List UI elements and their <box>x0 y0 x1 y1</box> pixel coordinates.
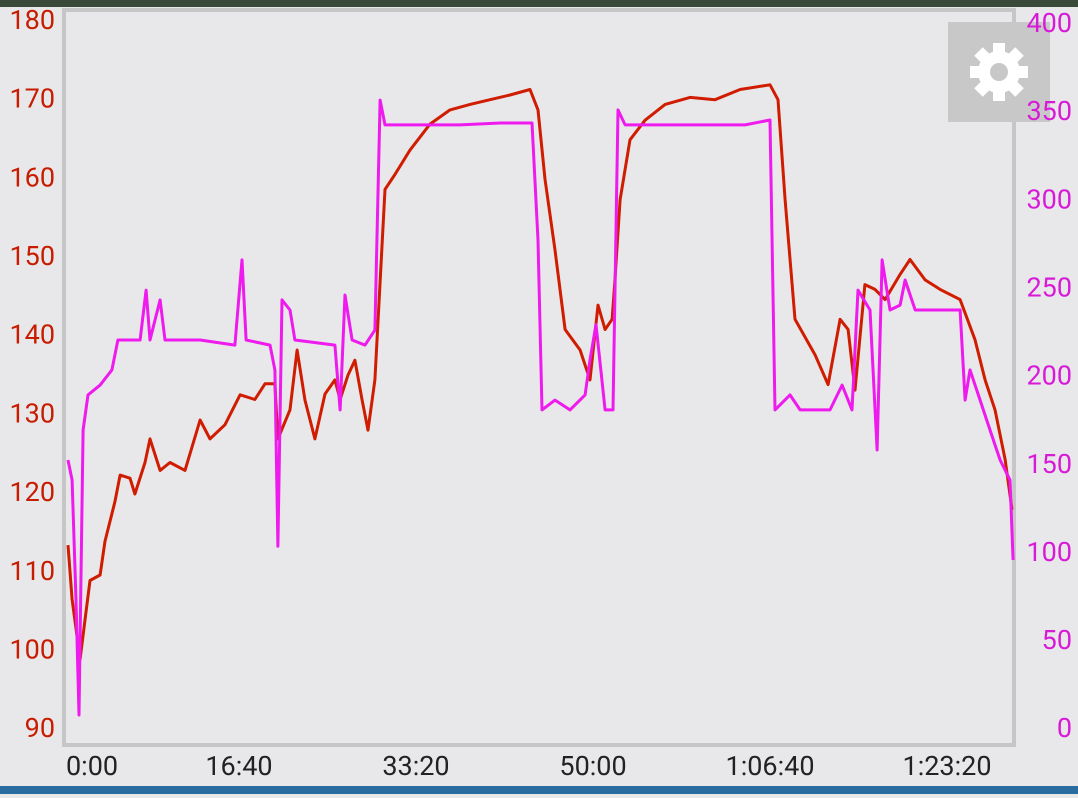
y-tick-label: 160 <box>9 161 55 193</box>
y-tick-label: 120 <box>9 476 55 508</box>
y2-tick-label: 150 <box>1026 448 1072 480</box>
y2-tick-label: 350 <box>1026 95 1072 127</box>
series-line <box>66 83 1014 661</box>
gear-tooth[interactable] <box>974 78 993 97</box>
y-tick-label: 110 <box>9 555 55 587</box>
y-tick-label: 170 <box>9 83 55 115</box>
y2-tick-label: 200 <box>1026 360 1072 392</box>
gear-icon[interactable] <box>970 43 1028 101</box>
y2-tick-label: 250 <box>1026 271 1072 303</box>
gear-tooth[interactable] <box>993 87 1005 101</box>
y-tick-label: 180 <box>9 4 55 36</box>
x-tick-label: 50:00 <box>559 750 626 782</box>
plot-frame <box>62 8 1016 747</box>
y2-tick-label: 400 <box>1026 7 1072 39</box>
plot <box>66 83 1015 717</box>
gear-tooth[interactable] <box>974 47 993 66</box>
gear-tooth[interactable] <box>993 43 1005 57</box>
x-tick-label: 16:40 <box>205 750 272 782</box>
series-line <box>66 98 1015 717</box>
y2-tick-label: 300 <box>1026 183 1072 215</box>
gear-tooth[interactable] <box>1005 47 1024 66</box>
y-tick-label: 140 <box>9 319 55 351</box>
top-strip <box>0 0 1078 7</box>
gear-tooth[interactable] <box>1014 66 1028 78</box>
x-tick-label: 33:20 <box>382 750 449 782</box>
y-tick-label: 150 <box>9 240 55 272</box>
x-tick-label: 0:00 <box>66 750 118 782</box>
y-tick-label: 100 <box>9 633 55 665</box>
y2-tick-label: 100 <box>1026 536 1072 568</box>
gear-tooth[interactable] <box>1005 78 1024 97</box>
gear-tooth[interactable] <box>970 66 984 78</box>
y2-tick-label: 0 <box>1057 712 1072 744</box>
x-tick-label: 1:06:40 <box>726 750 815 782</box>
y2-tick-label: 50 <box>1042 624 1072 656</box>
y-tick-label: 90 <box>25 712 55 744</box>
settings-button[interactable] <box>948 22 1050 122</box>
bottom-strip <box>0 786 1078 794</box>
x-tick-label: 1:23:20 <box>903 750 992 782</box>
y-tick-label: 130 <box>9 397 55 429</box>
